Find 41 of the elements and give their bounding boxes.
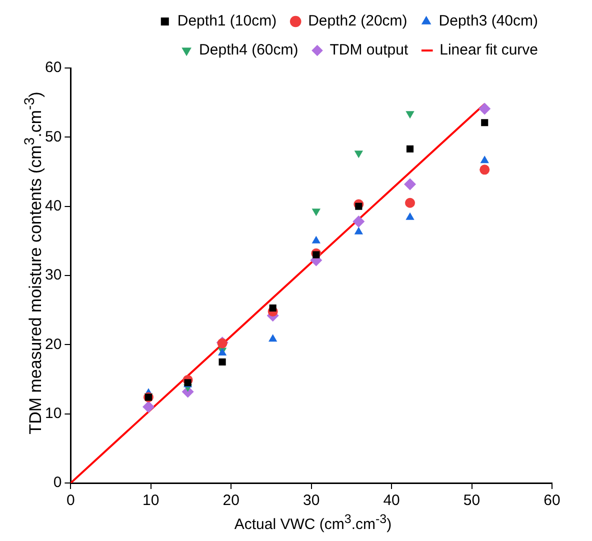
point [352,216,365,228]
y-tick-label: 0 [53,474,62,492]
legend-label: Depth2 (20cm) [308,12,408,30]
point [355,202,362,210]
point [218,358,226,366]
y-tick-label: 20 [44,336,62,353]
point [478,102,491,115]
y-tick-label: 30 [44,266,62,284]
point [142,400,154,413]
y-tick-label: 10 [44,404,62,422]
point [312,236,320,244]
legend-label: Depth3 (40cm) [438,12,538,30]
point [406,212,414,220]
x-tick-label: 10 [142,492,160,510]
point [480,156,489,164]
x-tick-label: 40 [383,492,400,510]
point [406,111,414,119]
point [269,304,276,312]
legend-label: Linear fit curve [440,42,538,59]
point [268,334,278,342]
x-tick-label: 60 [544,492,560,510]
legend-label: Depth1 (10cm) [177,12,277,30]
x-axis-title: Actual VWC (cm$^{3}$.cm$^{-3}$) [233,512,393,533]
point [354,150,363,158]
x-tick-label: 30 [303,492,320,510]
x-tick-label: 20 [222,492,240,510]
y-tick-label: 50 [44,128,62,146]
legend-label: TDM output [330,42,409,59]
point [406,145,414,152]
legend-label: Depth4 (60cm) [199,42,298,59]
y-tick-label: 40 [44,197,62,214]
y-tick-label: 60 [44,59,62,76]
point [480,164,490,175]
point [405,198,416,208]
point [312,208,320,216]
x-tick-label: 0 [66,492,75,510]
point [481,119,488,126]
x-tick-label: 50 [463,492,480,510]
point [312,251,320,258]
point [354,226,363,234]
point [404,178,416,190]
